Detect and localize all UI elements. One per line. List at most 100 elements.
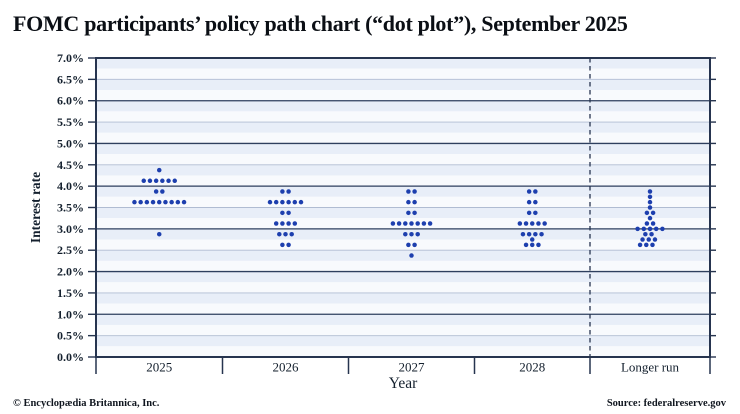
projection-dot [406, 242, 411, 248]
projection-dot [144, 199, 150, 205]
projection-dot [640, 237, 645, 242]
projection-dot [539, 231, 544, 237]
projection-dot [283, 231, 288, 237]
projection-dot [132, 199, 137, 205]
background-band [96, 164, 710, 176]
projection-dot [153, 189, 159, 194]
projection-dot [181, 199, 187, 205]
projection-dot [138, 199, 143, 205]
projection-dot [523, 242, 529, 248]
projection-dot [153, 178, 159, 184]
projection-dot [646, 237, 652, 242]
background-band [96, 282, 710, 293]
projection-dot [660, 226, 665, 232]
y-tick-label: 6.0% [57, 94, 84, 108]
background-band [96, 228, 710, 240]
background-band [96, 122, 710, 133]
source-note: Source: federalreserve.gov [606, 398, 726, 409]
projection-dot [157, 167, 162, 173]
projection-dot [412, 242, 417, 248]
projection-dot [406, 189, 411, 194]
projection-dot [172, 178, 177, 184]
y-tick-label: 5.5% [57, 115, 84, 129]
projection-dot [280, 189, 285, 194]
projection-dot [526, 189, 532, 194]
projection-dot [644, 210, 650, 216]
projection-dot [649, 231, 654, 237]
projection-dot [415, 231, 420, 237]
projection-dot [412, 210, 417, 216]
projection-dot [647, 205, 653, 210]
projection-dot [166, 178, 171, 184]
background-band [96, 314, 710, 325]
projection-dot [637, 242, 643, 248]
projection-dot [147, 178, 153, 184]
projection-dot [533, 199, 538, 205]
y-tick-label: 1.0% [57, 307, 84, 321]
projection-dot [409, 253, 414, 258]
background-band [96, 143, 710, 155]
projection-dot [280, 221, 285, 226]
projection-dot [160, 178, 165, 184]
projection-dot [530, 221, 535, 226]
projection-dot [298, 199, 304, 205]
projection-dot [280, 210, 285, 216]
background-band [96, 346, 710, 357]
projection-dot [277, 231, 282, 237]
copyright-note: © Encyclopædia Britannica, Inc. [13, 398, 160, 409]
projection-dot [150, 199, 156, 205]
projection-dot [647, 189, 653, 194]
projection-dot [141, 178, 146, 184]
background-band [96, 68, 710, 80]
projection-dot [641, 226, 647, 232]
background-band [96, 260, 710, 272]
projection-dot [406, 199, 411, 205]
projection-dot [286, 199, 291, 205]
y-tick-label: 2.0% [57, 265, 84, 279]
y-tick-label: 4.5% [57, 158, 84, 172]
projection-dot [526, 231, 532, 237]
projection-dot [403, 221, 408, 226]
background-band [96, 218, 710, 229]
y-tick-label: 5.0% [57, 136, 84, 150]
background-band [96, 335, 710, 347]
projection-dot [427, 221, 433, 226]
projection-dot [530, 242, 535, 248]
projection-dot [635, 226, 640, 232]
projection-dot [520, 231, 526, 237]
projection-dot [286, 210, 291, 216]
projection-dot [160, 189, 165, 194]
projection-dot [517, 221, 523, 226]
y-tick-label: 7.0% [57, 51, 84, 65]
projection-dot [647, 226, 653, 232]
background-band [96, 79, 710, 91]
background-band [96, 207, 710, 219]
projection-dot [396, 221, 402, 226]
projection-dot [157, 199, 162, 205]
projection-dot [533, 210, 538, 216]
projection-dot [292, 221, 298, 226]
projection-dot [175, 199, 181, 205]
x-tick-label: 2026 [273, 360, 300, 375]
background-band [96, 58, 710, 69]
y-tick-label: 3.0% [57, 222, 84, 236]
projection-dot [643, 231, 648, 237]
background-band [96, 100, 710, 112]
background-band [96, 303, 710, 315]
chart-title: FOMC participants’ policy path chart (“d… [13, 11, 628, 36]
projection-dot [533, 231, 538, 237]
background-band [96, 196, 710, 208]
projection-dot [526, 210, 532, 216]
x-tick-label: 2025 [146, 360, 172, 375]
x-tick-label: Longer run [621, 360, 680, 375]
projection-dot [280, 242, 285, 248]
y-tick-label: 0.0% [57, 350, 84, 364]
background-band [96, 250, 710, 261]
projection-dot [644, 221, 650, 226]
projection-dot [390, 221, 396, 226]
projection-dot [415, 221, 420, 226]
projection-dot [286, 189, 291, 194]
projection-dot [536, 221, 541, 226]
